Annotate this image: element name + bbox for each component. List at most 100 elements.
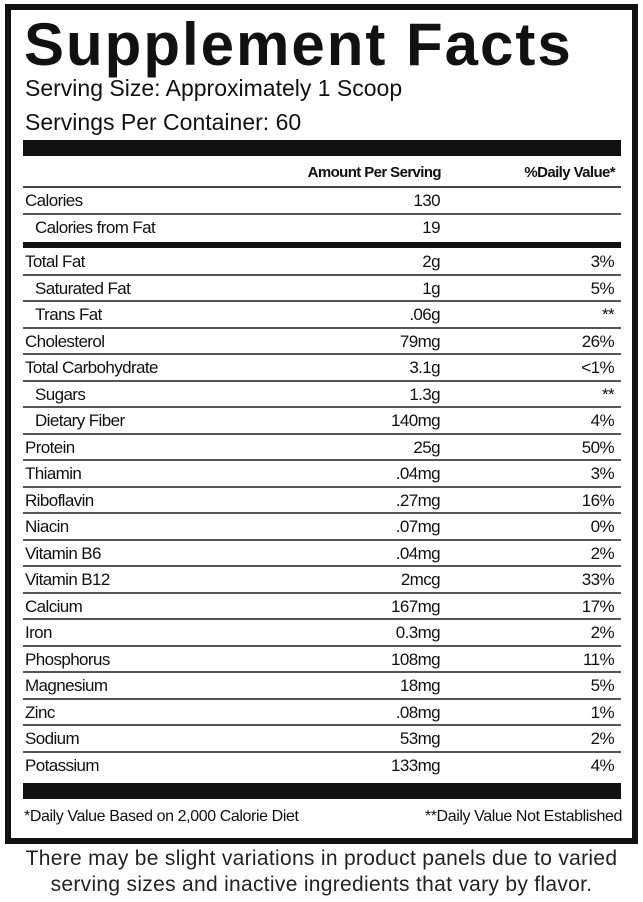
calories-divider — [23, 242, 621, 248]
nutrient-name: Calories — [25, 191, 83, 210]
amount-header: Amount Per Serving — [307, 164, 442, 181]
nutrient-name: Vitamin B12 — [25, 570, 110, 589]
nutrient-daily-value: 2% — [590, 543, 615, 563]
nutrient-daily-value: 2% — [590, 623, 615, 642]
nutrient-amount: .06g — [409, 305, 440, 324]
nutrient-amount: 2g — [422, 252, 440, 271]
table-row: Vitamin B12 2mcg 33% — [23, 567, 621, 594]
nutrient-amount: 130 — [413, 191, 440, 210]
table-row: Total Carbohydrate 3.1g <1% — [23, 355, 621, 382]
nutrient-amount: 1g — [422, 278, 440, 298]
serving-size: Serving Size: Approximately 1 Scoop — [25, 75, 403, 101]
nutrient-amount: .04mg — [395, 543, 441, 563]
table-row: Calcium 167mg 17% — [23, 594, 621, 620]
disclaimer-line-1: There may be slight variations in produc… — [25, 847, 618, 870]
nutrient-name: Riboflavin — [25, 490, 94, 510]
nutrient-daily-value: 33% — [581, 570, 615, 589]
nutrient-name: Total Carbohydrate — [25, 358, 158, 377]
footnote-not-established: **Daily Value Not Established — [424, 808, 623, 825]
nutrient-name: Sodium — [25, 729, 80, 748]
table-row: Sugars 1.3g ** — [23, 382, 621, 408]
top-divider-bar — [23, 140, 621, 156]
nutrient-daily-value: 3% — [590, 464, 615, 483]
footnote-dv-basis: *Daily Value Based on 2,000 Calorie Diet — [24, 808, 299, 825]
nutrient-name: Calories from Fat — [35, 217, 156, 237]
table-row: Zinc .08mg 1% — [23, 700, 621, 726]
table-row: Iron 0.3mg 2% — [23, 620, 621, 647]
nutrient-amount: 1.3g — [409, 384, 440, 404]
table-row: Phosphorus 108mg 11% — [23, 647, 621, 673]
calories-section: Calories 130 Calories from Fat 19 — [23, 188, 621, 241]
table-row: Niacin .07mg 0% — [23, 514, 621, 541]
nutrient-name: Cholesterol — [25, 331, 105, 351]
nutrient-amount: 108mg — [391, 649, 441, 669]
nutrient-name: Protein — [25, 437, 75, 457]
nutrient-amount: 2mcg — [400, 570, 441, 589]
nutrient-name: Trans Fat — [35, 305, 102, 324]
table-row: Calories 130 — [23, 188, 621, 215]
nutrient-daily-value: 2% — [590, 729, 615, 748]
dv-header: %Daily Value* — [524, 164, 615, 181]
nutrient-amount: .27mg — [395, 490, 441, 510]
nutrient-name: Magnesium — [25, 676, 108, 695]
nutrient-daily-value: 0% — [590, 517, 615, 536]
bottom-divider-bar — [23, 783, 621, 799]
table-row: Calories from Fat 19 — [23, 215, 621, 242]
table-row: Riboflavin .27mg 16% — [23, 488, 621, 514]
table-row: Vitamin B6 .04mg 2% — [23, 541, 621, 567]
nutrients-section: Total Fat 2g 3% Saturated Fat 1g 5% Trans Fat.… — [23, 249, 621, 779]
table-row: Dietary Fiber 140mg 4% — [23, 408, 621, 435]
nutrient-amount: 53mg — [399, 729, 441, 748]
nutrient-daily-value: 4% — [590, 411, 615, 430]
nutrient-daily-value: 5% — [590, 278, 615, 298]
nutrient-amount: 19 — [422, 217, 440, 237]
nutrient-daily-value: ** — [601, 305, 615, 324]
nutrient-name: Niacin — [25, 517, 69, 536]
nutrient-amount: 79mg — [399, 331, 441, 351]
nutrient-daily-value: 1% — [590, 702, 615, 722]
nutrient-amount: .08mg — [395, 702, 441, 722]
nutrient-daily-value: 26% — [581, 331, 615, 351]
nutrient-name: Dietary Fiber — [35, 411, 125, 430]
nutrient-amount: 3.1g — [409, 358, 440, 377]
nutrient-amount: 140mg — [391, 411, 441, 430]
nutrient-daily-value: ** — [601, 384, 615, 404]
nutrient-amount: .04mg — [395, 464, 441, 483]
nutrient-daily-value: 17% — [581, 596, 615, 616]
servings-per-container: Servings Per Container: 60 — [25, 109, 302, 135]
table-row: Thiamin .04mg 3% — [23, 461, 621, 488]
nutrient-name: Zinc — [25, 702, 55, 722]
nutrient-amount: .07mg — [395, 517, 441, 536]
nutrient-daily-value: 50% — [581, 437, 615, 457]
table-row: Potassium 133mg 4% — [23, 753, 621, 780]
nutrient-daily-value: 4% — [590, 755, 615, 775]
panel-title: Supplement Facts — [24, 11, 573, 78]
nutrient-daily-value: 16% — [581, 490, 615, 510]
table-row: Trans Fat .06g ** — [23, 302, 621, 329]
nutrient-daily-value: 11% — [583, 649, 615, 669]
nutrient-name: Vitamin B6 — [25, 543, 102, 563]
nutrient-name: Calcium — [25, 596, 83, 616]
nutrient-name: Total Fat — [25, 252, 85, 271]
nutrient-amount: 0.3mg — [395, 623, 441, 642]
table-row: Saturated Fat 1g 5% — [23, 276, 621, 302]
supplement-facts-panel: Supplement Facts Serving Size: Approxima… — [5, 4, 638, 844]
table-row: Sodium 53mg 2% — [23, 726, 621, 753]
disclaimer: There may be slight variations in produc… — [0, 846, 643, 898]
nutrient-name: Saturated Fat — [35, 278, 131, 298]
nutrient-amount: 18mg — [399, 676, 441, 695]
table-row: Protein 25g 50% — [23, 435, 621, 461]
nutrient-name: Thiamin — [25, 464, 82, 483]
nutrient-name: Phosphorus — [25, 649, 110, 669]
disclaimer-line-2: serving sizes and inactive ingredients t… — [50, 873, 593, 896]
nutrient-name: Potassium — [25, 755, 100, 775]
nutrient-amount: 25g — [413, 437, 440, 457]
nutrient-daily-value: 5% — [590, 676, 615, 695]
column-header: Amount Per Serving %Daily Value* — [23, 160, 621, 188]
table-row: Total Fat 2g 3% — [23, 249, 621, 276]
nutrient-daily-value: 3% — [590, 252, 615, 271]
nutrient-amount: 167mg — [391, 596, 441, 616]
nutrient-amount: 133mg — [391, 755, 441, 775]
nutrient-name: Iron — [25, 623, 53, 642]
table-row: Magnesium 18mg 5% — [23, 673, 621, 700]
